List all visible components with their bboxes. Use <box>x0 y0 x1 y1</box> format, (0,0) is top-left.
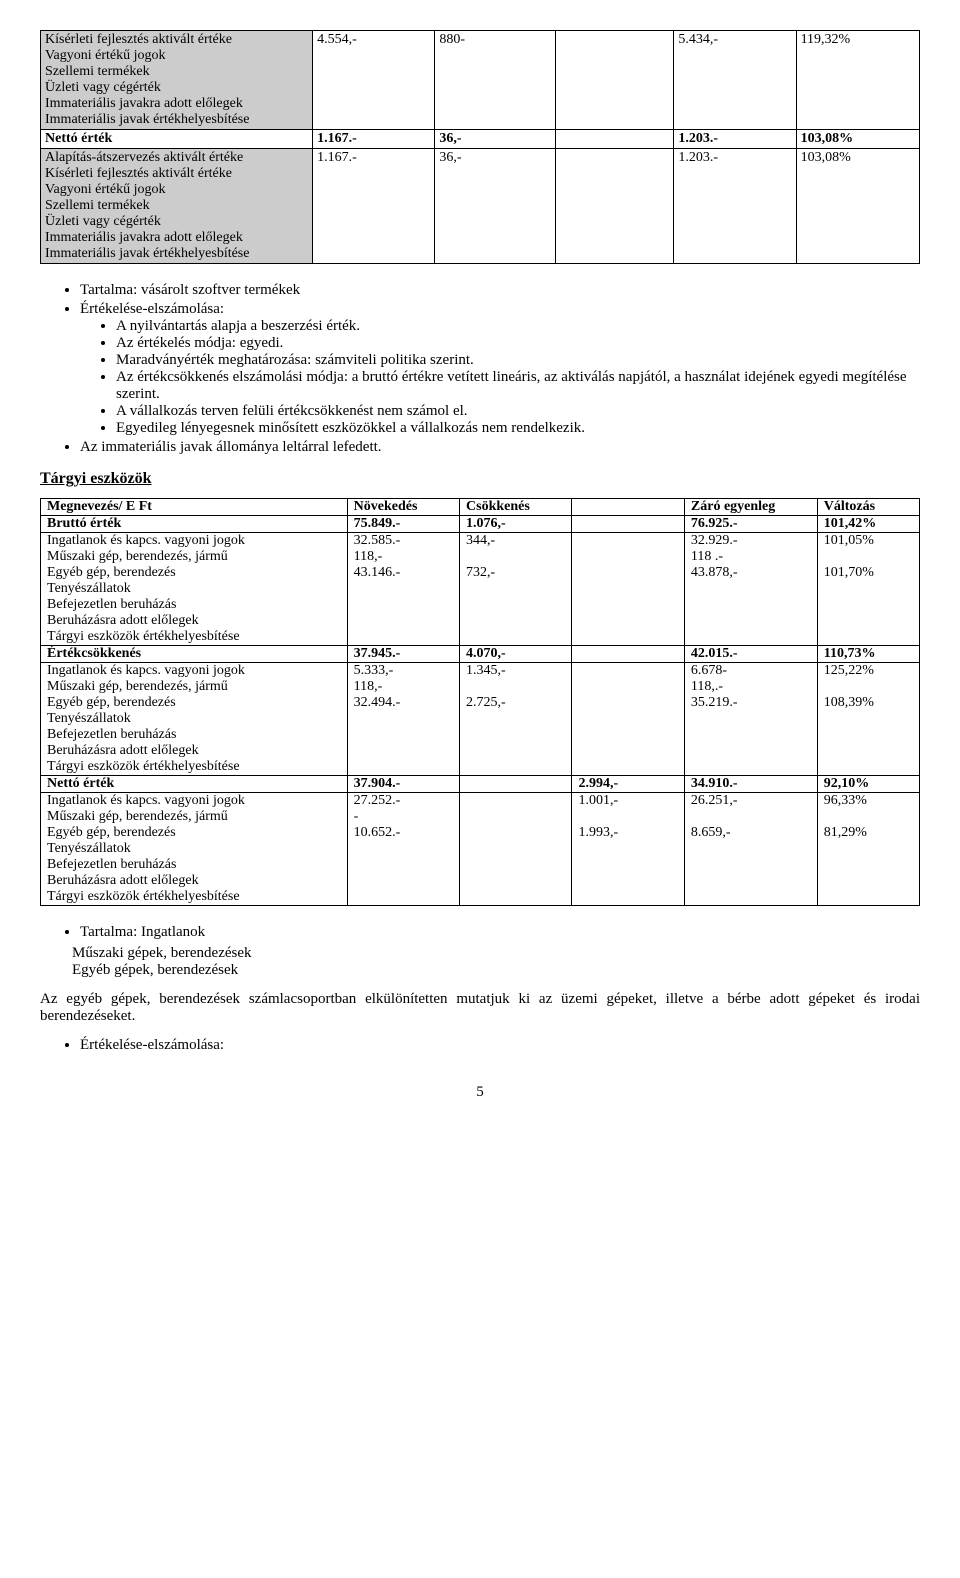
tangible-assets-heading: Tárgyi eszközök <box>40 470 920 488</box>
t1-block-b: Alapítás-átszervezés aktivált értékeKísé… <box>41 149 920 264</box>
bullet-content: Tartalma: vásárolt szoftver termékek <box>80 282 920 299</box>
tangible-content-list: Tartalma: Ingatlanok <box>40 924 920 941</box>
valuation-sublist: A nyilvántartás alapja a beszerzési érté… <box>80 318 920 437</box>
t1-block-a: Kísérleti fejlesztés aktivált értékeVagy… <box>41 31 920 130</box>
immaterial-assets-table: Kísérleti fejlesztés aktivált értékeVagy… <box>40 30 920 264</box>
valuation-sub-item: A vállalkozás terven felüli értékcsökken… <box>116 403 920 420</box>
valuation-bullet-2: Értékelése-elszámolása: <box>80 1037 920 1054</box>
t2-h3: Záró egyenleg <box>684 499 817 516</box>
t2-brutto-head: Bruttó érték 75.849.- 1.076,- 76.925.- 1… <box>41 516 920 533</box>
tangible-content-bullet: Tartalma: Ingatlanok <box>80 924 920 941</box>
t1-block-b-labels: Alapítás-átszervezés aktivált értékeKísé… <box>41 149 313 264</box>
page-number: 5 <box>40 1084 920 1101</box>
tangible-sub-1: Műszaki gépek, berendezések <box>72 945 920 962</box>
valuation-sub-item: Az értékelés módja: egyedi. <box>116 335 920 352</box>
t2-h1: Növekedés <box>347 499 459 516</box>
t1-a-val0: 4.554,- <box>313 31 435 130</box>
other-machines-paragraph: Az egyéb gépek, berendezések számlacsopo… <box>40 991 920 1025</box>
t2-h4: Változás <box>817 499 919 516</box>
t2-h0: Megnevezés/ E Ft <box>41 499 348 516</box>
valuation-sub-item: Az értékcsökkenés elszámolási módja: a b… <box>116 369 920 403</box>
immaterial-bullets: Tartalma: vásárolt szoftver termékek Ért… <box>40 282 920 456</box>
bullet-inventory: Az immateriális javak állománya leltárra… <box>80 439 920 456</box>
final-bullets: Értékelése-elszámolása: <box>40 1037 920 1054</box>
tangible-sub-2: Egyéb gépek, berendezések <box>72 962 920 979</box>
t2-netto-block: Ingatlanok és kapcs. vagyoni jogokMűszak… <box>41 793 920 906</box>
tangible-assets-table: Megnevezés/ E Ft Növekedés Csökkenés Zár… <box>40 498 920 906</box>
t1-net-row: Nettó érték 1.167.- 36,- 1.203.- 103,08% <box>41 130 920 149</box>
t2-brutto-block: Ingatlanok és kapcs. vagyoni jogokMűszak… <box>41 533 920 646</box>
t1-a-val2: 5.434,- <box>674 31 796 130</box>
t1-net-label: Nettó érték <box>41 130 313 149</box>
t1-a-val1: 880- <box>435 31 556 130</box>
bullet-valuation: Értékelése-elszámolása: A nyilvántartás … <box>80 301 920 437</box>
t2-header-row: Megnevezés/ E Ft Növekedés Csökkenés Zár… <box>41 499 920 516</box>
t1-a-val3: 119,32% <box>796 31 919 130</box>
t2-netto-head: Nettó érték 37.904.- 2.994,- 34.910.- 92… <box>41 776 920 793</box>
valuation-sub-item: A nyilvántartás alapja a beszerzési érté… <box>116 318 920 335</box>
t1-block-a-labels: Kísérleti fejlesztés aktivált értékeVagy… <box>41 31 313 130</box>
valuation-sub-item: Egyedileg lényegesnek minősített eszközö… <box>116 420 920 437</box>
t2-ecsokk-head: Értékcsökkenés 37.945.- 4.070,- 42.015.-… <box>41 646 920 663</box>
valuation-sub-item: Maradványérték meghatározása: számviteli… <box>116 352 920 369</box>
t2-ecsokk-block: Ingatlanok és kapcs. vagyoni jogokMűszak… <box>41 663 920 776</box>
t2-h2: Csökkenés <box>460 499 572 516</box>
